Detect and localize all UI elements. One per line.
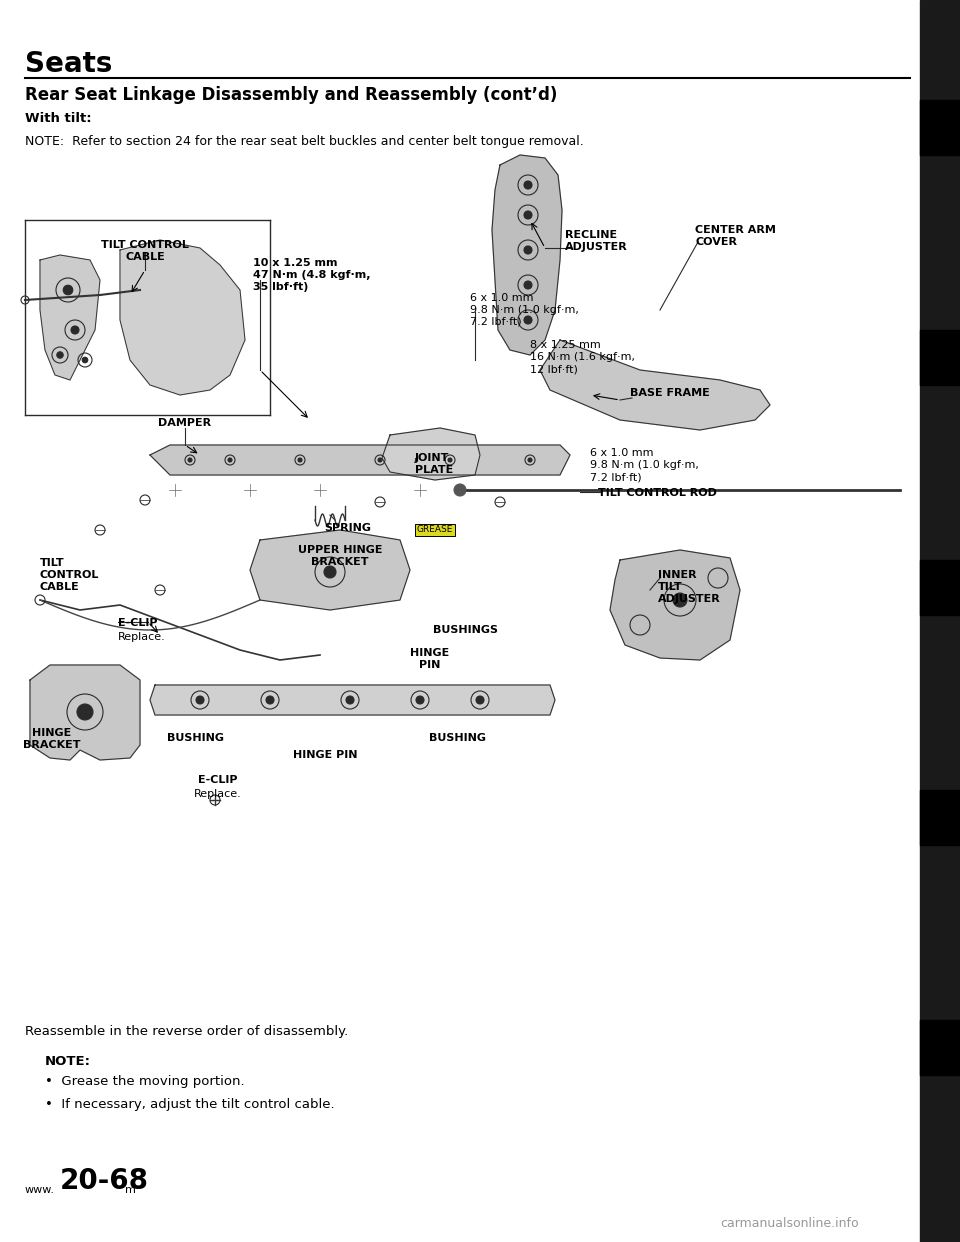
- Text: HINGE PIN: HINGE PIN: [293, 750, 357, 760]
- Text: RECLINE
ADJUSTER: RECLINE ADJUSTER: [565, 230, 628, 252]
- Text: BUSHING: BUSHING: [166, 733, 224, 743]
- Circle shape: [324, 566, 336, 578]
- Circle shape: [196, 696, 204, 704]
- Polygon shape: [150, 686, 555, 715]
- Text: Replace.: Replace.: [118, 632, 166, 642]
- Circle shape: [416, 696, 424, 704]
- Text: HINGE
BRACKET: HINGE BRACKET: [23, 728, 81, 750]
- Text: With tilt:: With tilt:: [25, 112, 91, 125]
- Bar: [920, 790, 960, 845]
- Text: •  If necessary, adjust the tilt control cable.: • If necessary, adjust the tilt control …: [45, 1098, 335, 1112]
- Bar: [920, 1020, 960, 1076]
- Polygon shape: [382, 428, 480, 479]
- Circle shape: [673, 592, 687, 607]
- Circle shape: [378, 458, 382, 462]
- Polygon shape: [30, 664, 140, 760]
- Circle shape: [57, 351, 63, 358]
- Circle shape: [454, 484, 466, 496]
- Polygon shape: [250, 530, 410, 610]
- Text: carmanualsonline.info: carmanualsonline.info: [720, 1217, 858, 1230]
- Circle shape: [71, 325, 79, 334]
- Circle shape: [524, 315, 532, 324]
- Text: Replace.: Replace.: [194, 789, 242, 799]
- Text: TILT CONTROL ROD: TILT CONTROL ROD: [598, 488, 717, 498]
- Polygon shape: [40, 255, 100, 380]
- Text: 10 x 1.25 mm
47 N·m (4.8 kgf·m,
35 lbf·ft): 10 x 1.25 mm 47 N·m (4.8 kgf·m, 35 lbf·f…: [253, 258, 371, 292]
- Text: TILT
CONTROL
CABLE: TILT CONTROL CABLE: [40, 558, 100, 592]
- Text: m: m: [125, 1185, 136, 1195]
- Text: SPRING: SPRING: [324, 523, 372, 533]
- Text: HINGE
PIN: HINGE PIN: [410, 648, 449, 669]
- Text: E-CLIP: E-CLIP: [199, 775, 238, 785]
- Circle shape: [63, 286, 73, 294]
- Bar: [920, 330, 960, 385]
- Text: 20-68: 20-68: [60, 1167, 149, 1195]
- Text: DAMPER: DAMPER: [158, 419, 211, 428]
- Circle shape: [266, 696, 274, 704]
- Circle shape: [476, 696, 484, 704]
- Bar: [920, 560, 960, 615]
- Text: •  Grease the moving portion.: • Grease the moving portion.: [45, 1076, 245, 1088]
- Text: NOTE:: NOTE:: [45, 1054, 91, 1068]
- Text: GREASE: GREASE: [417, 525, 453, 534]
- Text: INNER
TILT
ADJUSTER: INNER TILT ADJUSTER: [658, 570, 721, 604]
- Bar: [920, 0, 960, 1242]
- Text: 8 x 1.25 mm
16 N·m (1.6 kgf·m,
12 lbf·ft): 8 x 1.25 mm 16 N·m (1.6 kgf·m, 12 lbf·ft…: [530, 340, 635, 374]
- Text: 6 x 1.0 mm
9.8 N·m (1.0 kgf·m,
7.2 lbf·ft): 6 x 1.0 mm 9.8 N·m (1.0 kgf·m, 7.2 lbf·f…: [590, 448, 699, 482]
- Polygon shape: [540, 340, 770, 430]
- Text: JOINT
PLATE: JOINT PLATE: [415, 453, 453, 474]
- Text: BUSHINGS: BUSHINGS: [433, 625, 497, 635]
- Polygon shape: [120, 240, 245, 395]
- Text: E-CLIP: E-CLIP: [118, 619, 157, 628]
- Text: BUSHING: BUSHING: [429, 733, 487, 743]
- Text: UPPER HINGE
BRACKET: UPPER HINGE BRACKET: [298, 545, 382, 568]
- Bar: [20, 161, 915, 1010]
- Circle shape: [77, 704, 93, 720]
- Text: Seats: Seats: [25, 50, 112, 78]
- Text: Reassemble in the reverse order of disassembly.: Reassemble in the reverse order of disas…: [25, 1025, 348, 1038]
- Circle shape: [228, 458, 232, 462]
- Circle shape: [524, 181, 532, 189]
- Text: 6 x 1.0 mm
9.8 N·m (1.0 kgf·m,
7.2 lbf·ft): 6 x 1.0 mm 9.8 N·m (1.0 kgf·m, 7.2 lbf·f…: [470, 293, 579, 327]
- Text: NOTE:  Refer to section 24 for the rear seat belt buckles and center belt tongue: NOTE: Refer to section 24 for the rear s…: [25, 135, 584, 148]
- Circle shape: [346, 696, 354, 704]
- Circle shape: [524, 211, 532, 219]
- Text: TILT CONTROL
CABLE: TILT CONTROL CABLE: [101, 240, 189, 262]
- Text: Rear Seat Linkage Disassembly and Reassembly (cont’d): Rear Seat Linkage Disassembly and Reasse…: [25, 86, 558, 104]
- Text: CENTER ARM
COVER: CENTER ARM COVER: [695, 225, 776, 247]
- Text: www.: www.: [25, 1185, 55, 1195]
- Circle shape: [188, 458, 192, 462]
- Circle shape: [524, 246, 532, 255]
- Circle shape: [83, 358, 87, 363]
- Circle shape: [298, 458, 302, 462]
- Polygon shape: [492, 155, 562, 355]
- Circle shape: [448, 458, 452, 462]
- Polygon shape: [610, 550, 740, 660]
- Polygon shape: [150, 445, 570, 474]
- Circle shape: [528, 458, 532, 462]
- Text: BASE FRAME: BASE FRAME: [630, 388, 709, 397]
- Bar: [920, 101, 960, 155]
- Circle shape: [524, 281, 532, 289]
